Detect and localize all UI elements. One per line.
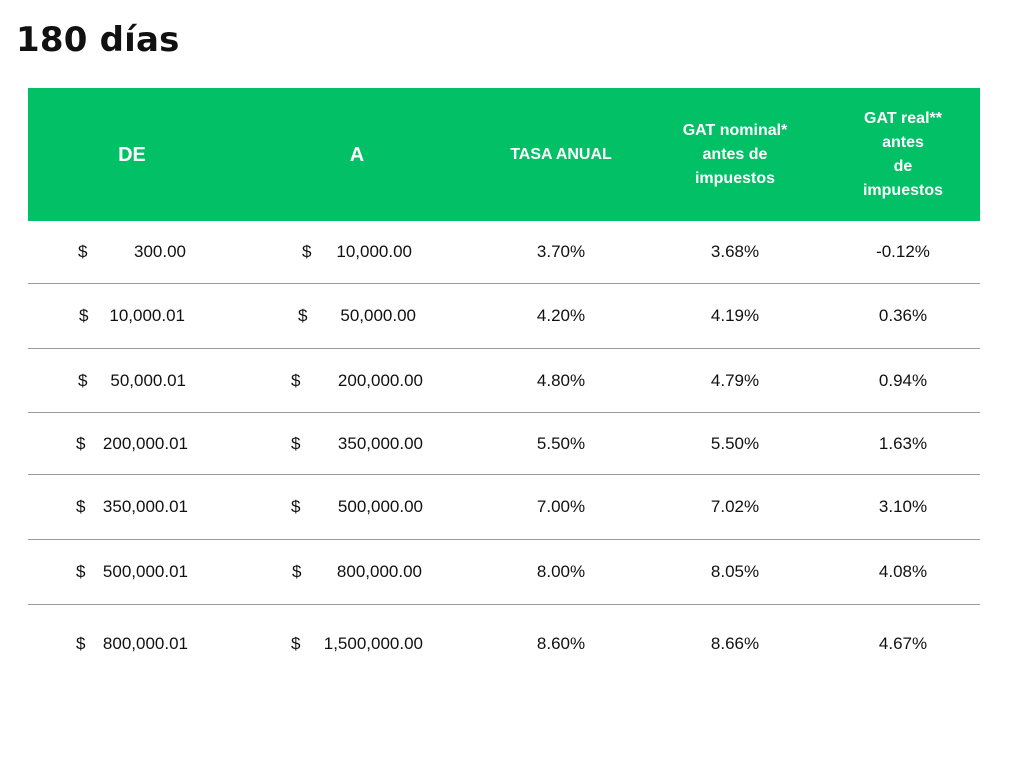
page-title: 180 días bbox=[16, 20, 180, 60]
cell-a: $350,000.00 bbox=[236, 434, 478, 454]
header-tasa-anual: TASA ANUAL bbox=[510, 145, 612, 163]
amount-a: 1,500,000.00 bbox=[323, 634, 423, 653]
cell-gat-nominal: 3.68% bbox=[710, 242, 760, 261]
currency-symbol: $ bbox=[291, 370, 301, 390]
header-de: DE bbox=[118, 143, 146, 166]
cell-gat-real: 4.67% bbox=[878, 634, 928, 653]
currency-symbol: $ bbox=[78, 242, 88, 261]
currency-symbol: $ bbox=[291, 634, 301, 653]
money-a: $800,000.00 bbox=[292, 562, 422, 582]
table-row: $10,000.01 $50,000.00 4.20% 4.19% 0.36% bbox=[28, 284, 980, 349]
currency-symbol: $ bbox=[76, 634, 86, 653]
header-gat-nominal: GAT nominal* antes de impuestos bbox=[682, 121, 788, 187]
cell-a: $800,000.00 bbox=[236, 562, 478, 582]
table-header: DE A TASA ANUAL GAT nominal* antes de im… bbox=[28, 88, 980, 221]
cell-gat-nominal: 4.19% bbox=[710, 306, 760, 325]
cell-gat-nominal: 5.50% bbox=[710, 433, 760, 453]
cell-tasa-anual: 4.80% bbox=[536, 370, 586, 390]
amount-a: 200,000.00 bbox=[337, 370, 423, 390]
money-a: $350,000.00 bbox=[291, 434, 423, 454]
amount-a: 10,000.00 bbox=[336, 242, 412, 261]
cell-a: $50,000.00 bbox=[236, 306, 478, 326]
money-de: $10,000.01 bbox=[79, 306, 185, 326]
amount-de: 10,000.01 bbox=[109, 306, 185, 325]
amount-de: 500,000.01 bbox=[102, 562, 188, 581]
amount-a: 50,000.00 bbox=[340, 306, 416, 325]
money-a: $50,000.00 bbox=[298, 306, 416, 326]
cell-gat-real: 0.36% bbox=[878, 306, 928, 325]
amount-de: 50,000.01 bbox=[110, 370, 186, 390]
currency-symbol: $ bbox=[76, 433, 86, 453]
cell-a: $200,000.00 bbox=[236, 371, 478, 391]
cell-gat-nominal: 7.02% bbox=[710, 497, 760, 516]
cell-de: $500,000.01 bbox=[28, 562, 236, 582]
currency-symbol: $ bbox=[76, 562, 86, 581]
money-a: $1,500,000.00 bbox=[291, 634, 423, 654]
table-row: $350,000.01 $500,000.00 7.00% 7.02% 3.10… bbox=[28, 475, 980, 540]
amount-a: 800,000.00 bbox=[336, 562, 422, 581]
header-a: A bbox=[349, 143, 365, 166]
cell-a: $10,000.00 bbox=[236, 242, 478, 262]
money-a: $200,000.00 bbox=[291, 371, 423, 391]
table-row: $200,000.01 $350,000.00 5.50% 5.50% 1.63… bbox=[28, 413, 980, 475]
amount-a: 500,000.00 bbox=[337, 497, 423, 516]
currency-symbol: $ bbox=[291, 433, 301, 453]
cell-gat-nominal: 8.05% bbox=[710, 562, 760, 581]
cell-de: $10,000.01 bbox=[28, 306, 236, 326]
cell-gat-real: -0.12% bbox=[876, 242, 930, 261]
table-row: $500,000.01 $800,000.00 8.00% 8.05% 4.08… bbox=[28, 540, 980, 605]
currency-symbol: $ bbox=[302, 242, 312, 261]
money-de: $300.00 bbox=[78, 242, 186, 262]
money-de: $500,000.01 bbox=[76, 562, 188, 582]
cell-de: $200,000.01 bbox=[28, 434, 236, 454]
cell-tasa-anual: 7.00% bbox=[536, 497, 586, 516]
currency-symbol: $ bbox=[78, 370, 88, 390]
money-a: $500,000.00 bbox=[291, 497, 423, 517]
money-de: $800,000.01 bbox=[76, 634, 188, 654]
cell-de: $350,000.01 bbox=[28, 497, 236, 517]
currency-symbol: $ bbox=[79, 306, 89, 325]
money-de: $200,000.01 bbox=[76, 434, 188, 454]
cell-tasa-anual: 8.00% bbox=[536, 562, 586, 581]
currency-symbol: $ bbox=[292, 562, 302, 581]
currency-symbol: $ bbox=[76, 497, 86, 516]
cell-de: $50,000.01 bbox=[28, 371, 236, 391]
amount-a: 350,000.00 bbox=[337, 433, 423, 453]
amount-de: 350,000.01 bbox=[102, 497, 188, 516]
amount-de: 800,000.01 bbox=[102, 634, 188, 653]
amount-de: 200,000.01 bbox=[102, 433, 188, 453]
cell-a: $1,500,000.00 bbox=[236, 634, 478, 654]
cell-de: $300.00 bbox=[28, 242, 236, 262]
cell-gat-nominal: 8.66% bbox=[710, 634, 760, 653]
table-row: $50,000.01 $200,000.00 4.80% 4.79% 0.94% bbox=[28, 349, 980, 413]
cell-de: $800,000.01 bbox=[28, 634, 236, 654]
header-gat-real: GAT real** antes de impuestos bbox=[862, 109, 943, 199]
currency-symbol: $ bbox=[291, 497, 301, 516]
cell-a: $500,000.00 bbox=[236, 497, 478, 517]
cell-gat-real: 4.08% bbox=[878, 562, 928, 581]
cell-tasa-anual: 5.50% bbox=[536, 433, 586, 453]
money-de: $50,000.01 bbox=[78, 371, 186, 391]
money-de: $350,000.01 bbox=[76, 497, 188, 517]
cell-tasa-anual: 4.20% bbox=[536, 306, 586, 325]
cell-gat-nominal: 4.79% bbox=[710, 370, 760, 390]
cell-gat-real: 1.63% bbox=[878, 433, 928, 453]
cell-tasa-anual: 3.70% bbox=[536, 242, 586, 261]
cell-tasa-anual: 8.60% bbox=[536, 634, 586, 653]
cell-gat-real: 3.10% bbox=[878, 497, 928, 516]
table-row: $300.00 $10,000.00 3.70% 3.68% -0.12% bbox=[28, 221, 980, 284]
money-a: $10,000.00 bbox=[302, 242, 412, 262]
amount-de: 300.00 bbox=[134, 242, 186, 261]
currency-symbol: $ bbox=[298, 306, 308, 325]
cell-gat-real: 0.94% bbox=[878, 370, 928, 390]
table-row: $800,000.01 $1,500,000.00 8.60% 8.66% 4.… bbox=[28, 605, 980, 683]
rates-table: DE A TASA ANUAL GAT nominal* antes de im… bbox=[28, 88, 980, 683]
